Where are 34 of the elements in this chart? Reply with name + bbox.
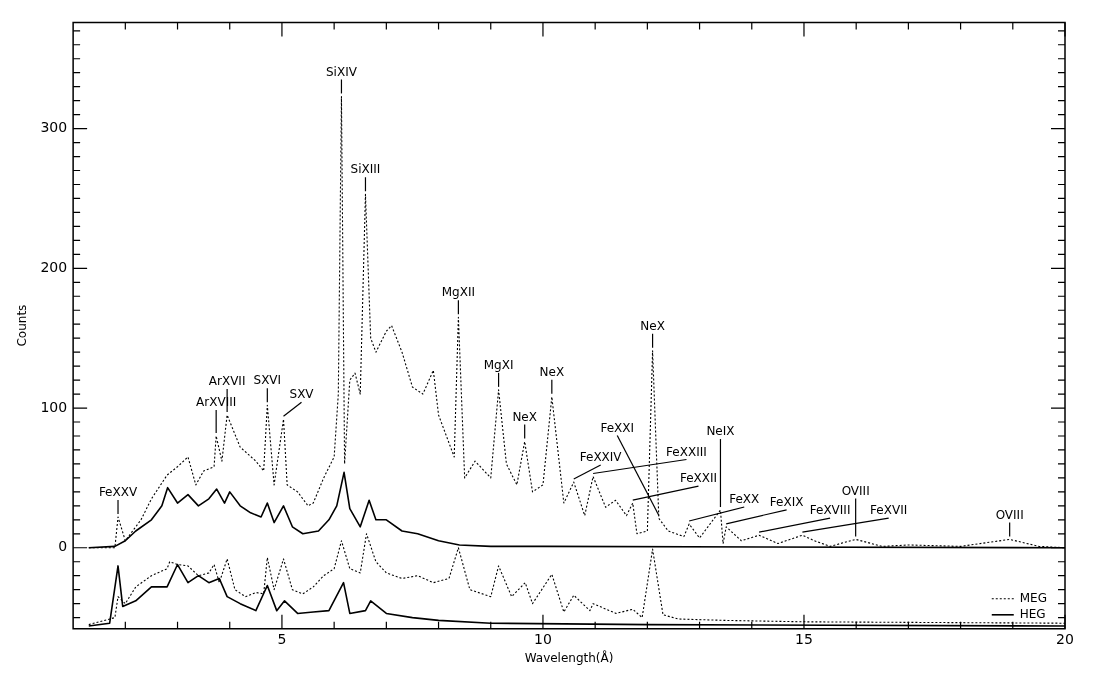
annotation: MgXII <box>441 285 476 300</box>
annotation: FeXVIII <box>809 503 851 518</box>
annotation: NeX <box>640 318 665 333</box>
y-tick-label: 100 <box>40 398 68 415</box>
legend-label: MEG <box>1019 590 1047 605</box>
annotation: NeX <box>512 409 537 424</box>
annotation: SiXIII <box>350 162 381 177</box>
annotation: FeXXV <box>98 485 138 500</box>
annotation: FeXXIV <box>579 450 623 465</box>
annotation: NeX <box>539 364 565 379</box>
annotation: FeXIX <box>769 494 804 509</box>
annotation: ArXVII <box>208 374 246 389</box>
x-tick-label: 20 <box>1056 630 1074 647</box>
annotation: SXVI <box>253 373 282 388</box>
annotation: FeXXIII <box>666 444 707 459</box>
annotation: SiXIV <box>325 64 358 79</box>
annotation: SXV <box>289 387 315 402</box>
y-tick-label: 200 <box>40 258 68 275</box>
y-tick-label: 0 <box>58 538 68 555</box>
annotation: MgXI <box>483 358 514 372</box>
annotation: FeXXII <box>679 471 718 486</box>
annotation: FeXXI <box>600 420 635 435</box>
y-axis-title: Counts <box>15 304 30 347</box>
x-tick-label: 15 <box>795 630 813 647</box>
y-tick-label: 300 <box>40 119 68 136</box>
x-axis-title: Wavelength(Å) <box>524 649 614 665</box>
x-tick-label: 10 <box>534 630 552 647</box>
annotation: NeIX <box>706 424 735 439</box>
x-tick-label: 5 <box>277 630 287 647</box>
annotation: FeXX <box>729 492 760 507</box>
annotation: FeXVII <box>870 503 908 518</box>
annotation: OVIII <box>995 507 1024 522</box>
annotation: OVIII <box>841 483 870 498</box>
legend-label: HEG <box>1019 606 1046 621</box>
